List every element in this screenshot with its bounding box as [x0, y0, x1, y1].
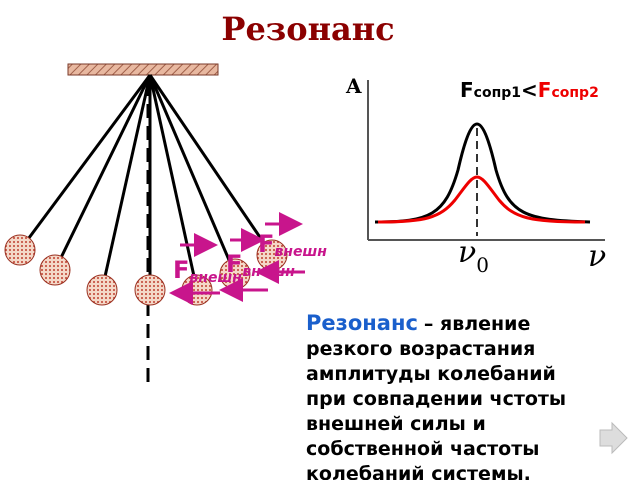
x-axis-label: ν [588, 239, 606, 274]
string [53, 74, 152, 271]
definition-line: – явление [424, 313, 530, 335]
bob [86, 274, 118, 306]
string [18, 74, 152, 251]
bob [4, 234, 36, 266]
force-label: Fвнешн [173, 256, 242, 286]
definition: Резонанс – явление [306, 311, 530, 335]
definition-line: колебаний системы. [306, 463, 531, 480]
legend: Fсопр1<Fсопр2 [460, 78, 599, 102]
string [100, 74, 152, 291]
string [148, 74, 274, 256]
string [148, 74, 237, 275]
force-label: Fвнешн [258, 230, 327, 260]
bob [134, 274, 166, 306]
bob [39, 254, 71, 286]
title: Резонанс [221, 10, 394, 48]
definition-line: собственной частоты [306, 438, 539, 460]
string [148, 74, 199, 291]
beam [67, 63, 219, 76]
y-axis-label: A [345, 74, 362, 98]
definition-line: амплитуды колебаний [306, 363, 556, 385]
definition-line: внешней силы и [306, 413, 486, 435]
force-label: Fвнешн [226, 250, 295, 280]
graph [367, 80, 605, 241]
resonance-frequency: ν0 [458, 235, 489, 277]
definition-line: при совпадении чстоты [306, 388, 566, 410]
next-button[interactable] [599, 421, 628, 455]
definition-line: резкого возрастания [306, 338, 535, 360]
force-arrows [169, 212, 305, 305]
